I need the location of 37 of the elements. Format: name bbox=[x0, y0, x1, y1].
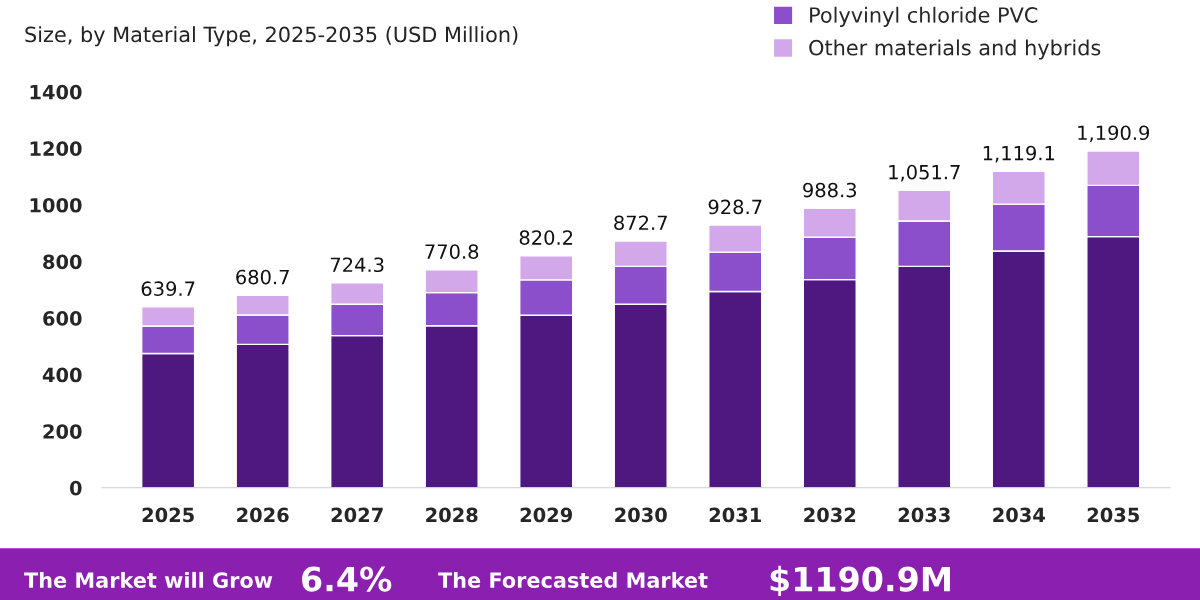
y-tick-label: 800 bbox=[43, 254, 82, 270]
legend-label: Polyvinyl chloride PVC bbox=[810, 6, 1038, 27]
x-tick-label: 2029 bbox=[520, 507, 573, 523]
x-tick-label: 2035 bbox=[1087, 507, 1139, 523]
x-tick-label: 2028 bbox=[426, 507, 478, 523]
total-label: 724.3 bbox=[330, 257, 384, 273]
total-label: 1,190.9 bbox=[1078, 125, 1150, 143]
total-label: 1,119.1 bbox=[983, 145, 1055, 163]
x-tick-label: 2030 bbox=[615, 507, 667, 523]
total-label: 680.7 bbox=[236, 269, 289, 285]
x-tick-label: 2034 bbox=[993, 507, 1045, 523]
x-tick-label: 2026 bbox=[237, 507, 289, 523]
total-label: 639.7 bbox=[141, 281, 195, 297]
total-label: 770.8 bbox=[425, 244, 479, 259]
x-tick-label: 2025 bbox=[142, 507, 194, 523]
y-tick-label: 1000 bbox=[30, 197, 82, 213]
total-label: 1,051.7 bbox=[889, 164, 960, 182]
total-label: 872.7 bbox=[614, 215, 667, 231]
text: 6.4% bbox=[302, 566, 392, 592]
y-tick-label: 1200 bbox=[30, 141, 82, 157]
y-tick-label: 1400 bbox=[30, 84, 82, 100]
y-tick-label: 0 bbox=[69, 480, 82, 496]
y-tick-label: 400 bbox=[42, 367, 82, 383]
total-label: 820.2 bbox=[519, 230, 573, 245]
total-label: 928.7 bbox=[708, 199, 762, 215]
text: The Forecasted Market bbox=[438, 571, 708, 589]
x-tick-label: 2031 bbox=[709, 507, 761, 523]
x-tick-label: 2033 bbox=[898, 507, 950, 523]
text: The Market will Grow bbox=[24, 571, 273, 589]
x-tick-label: 2027 bbox=[331, 507, 383, 523]
total-label: 988.3 bbox=[803, 182, 857, 198]
text: $1190.9M bbox=[770, 565, 950, 597]
y-tick-label: 200 bbox=[43, 424, 82, 439]
x-tick-label: 2032 bbox=[804, 507, 856, 523]
chart-subtitle: Size, by Material Type, 2025-2035 (USD Million) bbox=[25, 26, 518, 47]
y-tick-label: 600 bbox=[43, 311, 82, 326]
legend-label: Other materials and hybrids bbox=[809, 39, 1101, 60]
